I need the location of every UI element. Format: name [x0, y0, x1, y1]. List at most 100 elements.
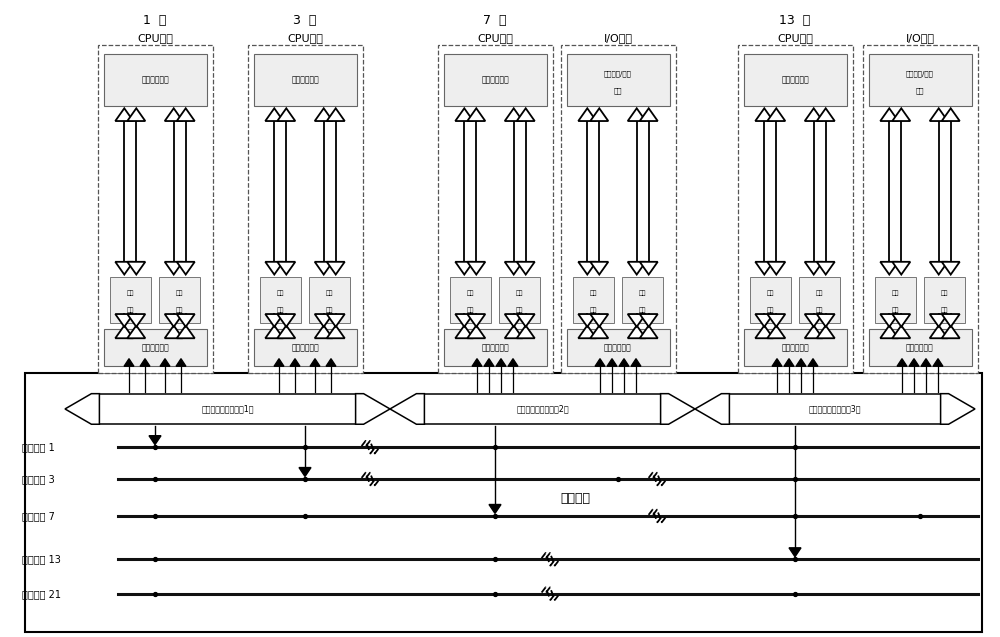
Text: I/O板卡: I/O板卡 — [604, 33, 633, 43]
Polygon shape — [115, 326, 133, 338]
Polygon shape — [578, 326, 596, 338]
Polygon shape — [640, 314, 658, 327]
Bar — [875, 277, 916, 323]
Polygon shape — [892, 108, 910, 121]
Polygon shape — [310, 359, 320, 366]
Polygon shape — [274, 359, 284, 366]
Polygon shape — [177, 262, 195, 275]
Text: 功能: 功能 — [467, 290, 474, 296]
Polygon shape — [590, 262, 608, 275]
Polygon shape — [784, 359, 794, 366]
Text: 串行通道 13: 串行通道 13 — [22, 554, 61, 564]
Text: 模块: 模块 — [816, 307, 823, 313]
Text: CPU板卡: CPU板卡 — [137, 33, 173, 43]
Polygon shape — [755, 108, 773, 121]
Text: 7  槽: 7 槽 — [483, 14, 507, 27]
Text: 串行通道 7: 串行通道 7 — [22, 511, 55, 521]
Text: 串行通道 21: 串行通道 21 — [22, 589, 61, 599]
Polygon shape — [115, 314, 133, 327]
Polygon shape — [628, 314, 646, 327]
Text: 模块: 模块 — [176, 307, 183, 313]
Polygon shape — [265, 314, 283, 327]
Bar — [444, 329, 546, 366]
Polygon shape — [299, 468, 311, 476]
Bar — [573, 277, 614, 323]
Polygon shape — [796, 359, 806, 366]
Bar — [438, 45, 552, 373]
Polygon shape — [909, 359, 919, 366]
Polygon shape — [933, 359, 943, 366]
Polygon shape — [149, 436, 161, 445]
Polygon shape — [892, 314, 910, 327]
Bar — [309, 277, 350, 323]
Polygon shape — [508, 359, 518, 366]
Polygon shape — [892, 326, 910, 338]
Polygon shape — [484, 359, 494, 366]
Polygon shape — [640, 326, 658, 338]
Text: 1  槽: 1 槽 — [143, 14, 167, 27]
Bar — [98, 45, 212, 373]
Polygon shape — [315, 326, 333, 338]
Polygon shape — [165, 262, 183, 275]
Polygon shape — [695, 394, 729, 424]
Bar — [254, 329, 357, 366]
Text: 模块: 模块 — [941, 307, 948, 313]
Polygon shape — [942, 314, 960, 327]
Bar — [25, 373, 982, 632]
Polygon shape — [817, 262, 835, 275]
Polygon shape — [628, 326, 646, 338]
Polygon shape — [277, 262, 295, 275]
Polygon shape — [505, 262, 523, 275]
Polygon shape — [165, 108, 183, 121]
Bar — [868, 54, 972, 106]
Polygon shape — [356, 394, 390, 424]
Bar — [104, 329, 207, 366]
Text: 模块: 模块 — [277, 307, 284, 313]
Polygon shape — [789, 548, 801, 557]
Polygon shape — [165, 326, 183, 338]
Polygon shape — [277, 108, 295, 121]
Polygon shape — [808, 359, 818, 366]
Polygon shape — [805, 326, 823, 338]
Polygon shape — [115, 262, 133, 275]
Bar — [729, 394, 941, 424]
Polygon shape — [631, 359, 641, 366]
Polygon shape — [517, 314, 535, 327]
Text: 背板接口逻辑: 背板接口逻辑 — [781, 343, 809, 352]
Polygon shape — [805, 108, 823, 121]
Polygon shape — [455, 326, 473, 338]
Polygon shape — [619, 359, 629, 366]
Polygon shape — [942, 262, 960, 275]
Bar — [260, 277, 301, 323]
Polygon shape — [265, 326, 283, 338]
Polygon shape — [277, 326, 295, 338]
Polygon shape — [805, 314, 823, 327]
Polygon shape — [496, 359, 506, 366]
Polygon shape — [315, 262, 333, 275]
Bar — [424, 394, 661, 424]
Polygon shape — [930, 314, 948, 327]
Text: 数据处理设备: 数据处理设备 — [141, 75, 169, 84]
Text: 机箱背板: 机箱背板 — [560, 492, 590, 505]
Polygon shape — [772, 359, 782, 366]
Bar — [560, 45, 676, 373]
Text: 数据处理设备: 数据处理设备 — [481, 75, 509, 84]
Bar — [622, 277, 663, 323]
Polygon shape — [578, 314, 596, 327]
Polygon shape — [455, 108, 473, 121]
Polygon shape — [467, 314, 485, 327]
Polygon shape — [177, 108, 195, 121]
Bar — [104, 54, 207, 106]
Text: 数据输入/输出: 数据输入/输出 — [604, 70, 632, 76]
Polygon shape — [942, 108, 960, 121]
Polygon shape — [817, 326, 835, 338]
Polygon shape — [880, 326, 898, 338]
Polygon shape — [327, 262, 345, 275]
Polygon shape — [177, 326, 195, 338]
Text: 模块: 模块 — [767, 307, 774, 313]
Text: 功能: 功能 — [816, 290, 823, 296]
Polygon shape — [505, 108, 523, 121]
Text: CPU板卡: CPU板卡 — [287, 33, 323, 43]
Bar — [799, 277, 840, 323]
Polygon shape — [817, 108, 835, 121]
